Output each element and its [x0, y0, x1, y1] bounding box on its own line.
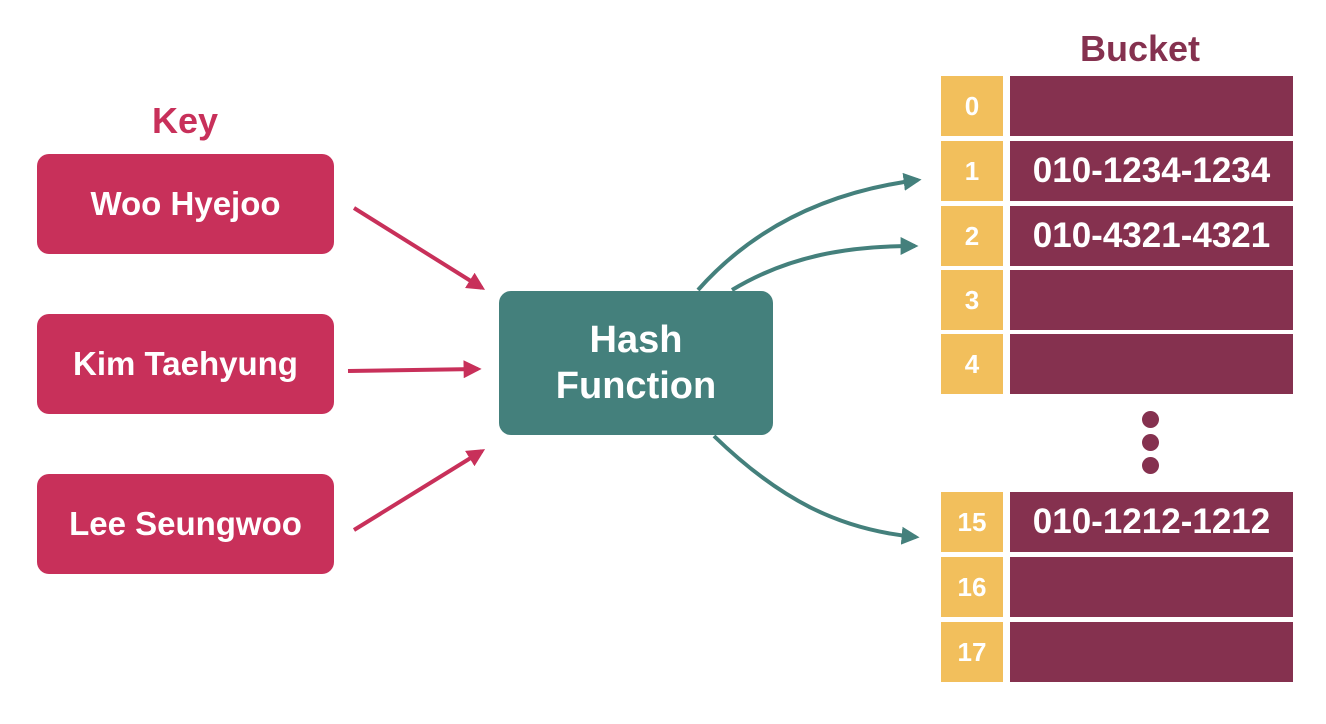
bucket-index: 15 [941, 492, 1003, 552]
arrow-hash-to-bucket-2 [732, 246, 915, 290]
hash-function-box: Hash Function [499, 291, 773, 435]
bucket-index: 17 [941, 622, 1003, 682]
bucket-value [1010, 622, 1293, 682]
ellipsis-dot [1142, 434, 1159, 451]
bucket-index: 3 [941, 270, 1003, 330]
arrow-hash-to-bucket-15 [714, 436, 916, 537]
ellipsis-dot [1142, 411, 1159, 428]
ellipsis-dot [1142, 457, 1159, 474]
key-box: Lee Seungwoo [37, 474, 334, 574]
bucket-value: 010-1234-1234 [1010, 141, 1293, 201]
arrow-key-2-to-hash [348, 369, 478, 371]
arrow-key-1-to-hash [354, 208, 482, 288]
bucket-index: 0 [941, 76, 1003, 136]
arrow-key-3-to-hash [354, 451, 482, 530]
bucket-value [1010, 270, 1293, 330]
bucket-index: 2 [941, 206, 1003, 266]
bucket-heading: Bucket [1010, 28, 1270, 70]
bucket-value [1010, 334, 1293, 394]
key-heading: Key [100, 100, 270, 142]
bucket-index: 4 [941, 334, 1003, 394]
key-box: Kim Taehyung [37, 314, 334, 414]
bucket-value: 010-1212-1212 [1010, 492, 1293, 552]
hash-function-label-line1: Hash [590, 317, 683, 363]
hash-function-label-line2: Function [556, 363, 716, 409]
bucket-value: 010-4321-4321 [1010, 206, 1293, 266]
bucket-index: 16 [941, 557, 1003, 617]
bucket-value [1010, 76, 1293, 136]
arrow-hash-to-bucket-1 [698, 180, 918, 290]
bucket-index: 1 [941, 141, 1003, 201]
bucket-value [1010, 557, 1293, 617]
key-box: Woo Hyejoo [37, 154, 334, 254]
